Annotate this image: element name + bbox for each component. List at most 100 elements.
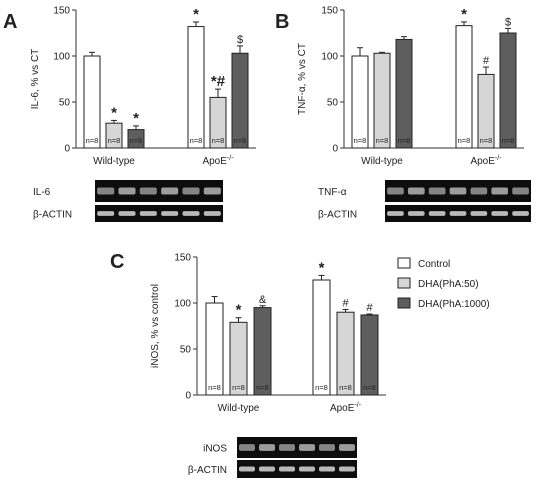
significance-mark: $ [237, 34, 243, 46]
group-label: ApoE-/- [202, 155, 234, 167]
group-label: ApoE-/- [470, 155, 502, 167]
sample-size-label: n=8 [130, 136, 143, 145]
blot-band [182, 211, 200, 216]
blot-band [339, 444, 355, 451]
y-tick-label: 50 [59, 98, 71, 109]
y-tick-label: 150 [53, 6, 70, 17]
panel-label: B [275, 11, 289, 33]
y-axis-label: IL-6, % vs CT [30, 49, 41, 110]
group-label: ApoE-/- [330, 402, 362, 414]
blot-band [470, 187, 488, 195]
sample-size-label: n=8 [398, 136, 411, 145]
sample-size-label: n=8 [86, 136, 99, 145]
blot-band [407, 187, 425, 195]
blot-band [449, 187, 467, 195]
legend: Control DHA(PhA:50) DHA(PhA:1000) [397, 257, 490, 310]
group-label: Wild-type [361, 156, 403, 167]
sample-size-label: n=8 [363, 383, 376, 392]
group-label: Wild-type [218, 403, 260, 414]
significance-mark: & [259, 294, 267, 306]
legend-entry: DHA(PhA:1000) [418, 299, 490, 310]
blot-strip [237, 437, 357, 458]
y-tick-label: 100 [174, 299, 191, 310]
significance-mark: * [461, 6, 467, 23]
western-blot-a: IL-6 β-ACTIN [33, 180, 223, 222]
blot-band [470, 211, 488, 216]
significance-mark: # [342, 297, 349, 309]
blot-band [203, 211, 221, 216]
blot-band [239, 466, 255, 472]
western-blot-c: iNOS β-ACTIN [188, 437, 357, 478]
sample-size-label: n=8 [354, 136, 367, 145]
legend-entry: DHA(PhA:50) [418, 279, 479, 290]
blot-band [512, 211, 529, 216]
blot-strip [95, 180, 223, 202]
blot-band [491, 211, 509, 216]
bar [83, 55, 101, 149]
legend-swatch [397, 297, 411, 309]
blot-band [339, 466, 355, 472]
sample-size-label: n=8 [232, 383, 245, 392]
blot-band [428, 211, 446, 216]
legend-entry: Control [418, 259, 450, 270]
blots-layer: IL-6 β-ACTIN TNF-α β-ACTIN iNOS β-ACTIN [33, 180, 531, 478]
bar [351, 55, 369, 149]
charts-layer: A 0 50 100 150 IL-6, % vs CT n=8 n=8 * n=8 * Wild-t… [3, 6, 524, 414]
bar [205, 302, 224, 396]
blot-band [259, 466, 275, 472]
sample-size-label: n=8 [256, 383, 269, 392]
blot-band [299, 466, 315, 472]
blot-band [139, 187, 157, 195]
blot-band [203, 187, 221, 195]
blot-label: TNF-α [318, 187, 347, 198]
significance-mark: * [193, 6, 199, 23]
blot-band [387, 211, 404, 216]
sample-size-label: n=8 [212, 136, 225, 145]
blot-band [319, 444, 335, 451]
y-tick-label: 50 [180, 345, 192, 356]
significance-mark: * [133, 110, 139, 127]
y-tick-label: 0 [332, 144, 338, 155]
legend-swatch [397, 277, 411, 289]
blot-band [161, 211, 179, 216]
blot-band [182, 187, 200, 195]
sample-size-label: n=8 [502, 136, 515, 145]
y-tick-label: 150 [174, 253, 191, 264]
blot-band [139, 211, 157, 216]
blot-band [512, 187, 529, 195]
sample-size-label: n=8 [234, 136, 247, 145]
sample-size-label: n=8 [458, 136, 471, 145]
blot-band [97, 211, 115, 216]
blot-band [279, 466, 295, 472]
blot-band [299, 444, 315, 451]
sample-size-label: n=8 [339, 383, 352, 392]
chart-panel-b: B 0 50 100 150 TNF-α, % vs CT n=8 n=8 n=8 Wild-ty… [275, 6, 524, 167]
panel-label: A [3, 11, 17, 33]
blot-label: β-ACTIN [188, 465, 227, 476]
y-tick-label: 100 [53, 52, 70, 63]
legend-swatch [397, 257, 411, 269]
blot-band [259, 444, 275, 451]
sample-size-label: n=8 [108, 136, 121, 145]
significance-mark: * [319, 259, 325, 276]
blot-label: iNOS [203, 444, 227, 455]
group-label: Wild-type [93, 156, 135, 167]
sample-size-label: n=8 [480, 136, 493, 145]
y-tick-label: 0 [64, 144, 70, 155]
blot-band [491, 187, 509, 195]
blot-strip [95, 205, 223, 222]
blot-band [428, 187, 446, 195]
significance-mark: # [366, 302, 373, 314]
western-blot-b: TNF-α β-ACTIN [318, 180, 531, 222]
sample-size-label: n=8 [208, 383, 221, 392]
bar [231, 52, 249, 149]
y-tick-label: 150 [321, 6, 338, 17]
significance-mark: * [236, 302, 242, 319]
blot-band [239, 444, 255, 451]
significance-mark: # [483, 55, 490, 67]
blot-band [97, 187, 115, 195]
sample-size-label: n=8 [376, 136, 389, 145]
sample-size-label: n=8 [315, 383, 328, 392]
y-tick-label: 0 [185, 391, 191, 402]
